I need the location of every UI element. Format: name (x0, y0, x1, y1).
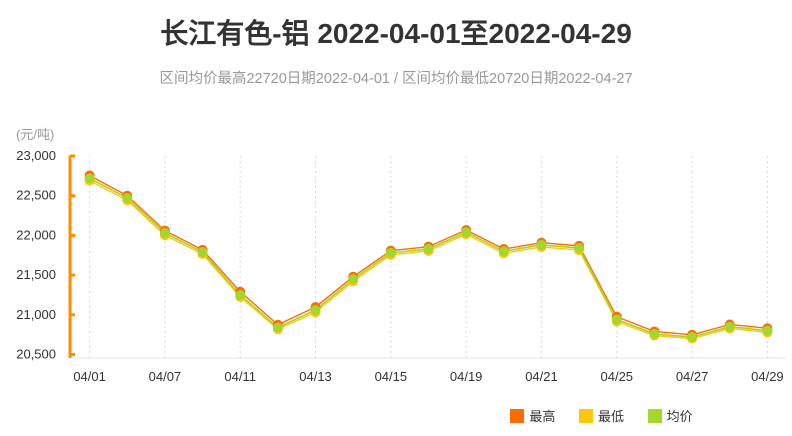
svg-text:04/13: 04/13 (299, 369, 332, 384)
svg-text:04/07: 04/07 (149, 369, 182, 384)
svg-text:04/15: 04/15 (375, 369, 408, 384)
svg-text:20,500: 20,500 (16, 347, 56, 362)
svg-text:21,000: 21,000 (16, 307, 56, 322)
svg-text:22,000: 22,000 (16, 227, 56, 242)
svg-text:04/19: 04/19 (450, 369, 483, 384)
svg-text:22,500: 22,500 (16, 188, 56, 203)
svg-text:04/29: 04/29 (751, 369, 784, 384)
svg-text:04/01: 04/01 (73, 369, 106, 384)
svg-text:04/27: 04/27 (676, 369, 709, 384)
svg-text:(元/吨): (元/吨) (16, 127, 54, 142)
svg-text:23,000: 23,000 (16, 148, 56, 163)
svg-text:04/25: 04/25 (601, 369, 634, 384)
svg-text:04/21: 04/21 (525, 369, 558, 384)
svg-text:21,500: 21,500 (16, 267, 56, 282)
svg-text:04/11: 04/11 (224, 369, 256, 384)
